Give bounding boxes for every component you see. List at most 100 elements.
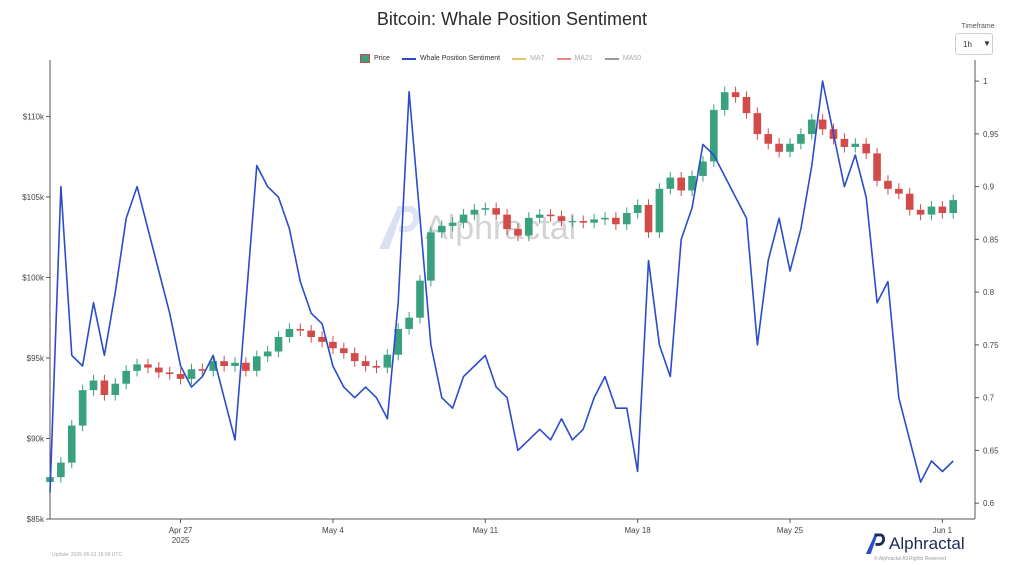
- price-candle: [144, 364, 152, 368]
- legend-item-ma7[interactable]: MA7: [512, 55, 545, 62]
- right-tick-label: 0.8: [983, 288, 995, 297]
- brand-name: Alphractal: [889, 534, 965, 553]
- price-candle: [242, 362, 250, 371]
- right-tick-label: 0.85: [983, 235, 999, 244]
- price-candle: [633, 204, 642, 213]
- price-candle: [448, 222, 457, 226]
- price-candle: [557, 216, 566, 222]
- update-timestamp: Update: 2025-06-01 15:00 UTC: [52, 552, 123, 558]
- legend-item-whale-sentiment[interactable]: Whale Position Sentiment: [401, 55, 501, 62]
- price-candle: [873, 153, 881, 181]
- x-tick-label: May 25: [777, 526, 804, 535]
- price-candle: [720, 92, 729, 110]
- price-candle: [437, 225, 446, 233]
- right-tick-label: 0.65: [983, 446, 999, 455]
- left-tick-label: $95k: [27, 354, 45, 363]
- legend-label: Whale Position Sentiment: [419, 55, 501, 62]
- price-candle: [916, 209, 925, 215]
- price-candle: [231, 362, 239, 366]
- legend-item-ma50[interactable]: MA50: [604, 55, 641, 62]
- price-candle: [775, 143, 783, 152]
- alphractal-logo-icon: [379, 206, 419, 249]
- legend-item-ma21[interactable]: MA21: [556, 55, 593, 62]
- price-candle: [405, 317, 413, 329]
- price-candle: [731, 92, 740, 98]
- left-tick-label: $110k: [23, 112, 45, 121]
- price-candle: [296, 328, 305, 331]
- right-tick-label: 0.7: [983, 394, 995, 403]
- price-candle: [350, 353, 359, 362]
- price-candle: [78, 390, 87, 426]
- price-candle: [383, 354, 392, 368]
- price-candle: [57, 462, 65, 478]
- right-tick-label: 0.9: [983, 183, 995, 192]
- x-tick-label: May 11: [472, 526, 498, 535]
- price-candle: [807, 119, 816, 135]
- chart-legend: Price Whale Position Sentiment MA7 MA21 …: [360, 54, 641, 63]
- price-candle: [187, 369, 196, 379]
- price-candle: [198, 369, 207, 371]
- tick-labels: $85k $90k $95k $100k $105k $110k 0.6 0.65 0.7 0.7…: [22, 77, 999, 545]
- line-swatch-icon: [604, 57, 619, 60]
- left-tick-label: $105k: [22, 193, 45, 202]
- price-candle: [677, 177, 685, 191]
- price-candle: [579, 221, 588, 223]
- price-candle: [394, 328, 403, 355]
- price-candle: [67, 425, 76, 463]
- sentiment-line: [49, 80, 954, 493]
- legend-label: MA21: [574, 55, 593, 62]
- left-tick-label: $85k: [27, 515, 45, 524]
- price-candle: [851, 143, 860, 147]
- x-tick-label: May 4: [322, 526, 344, 535]
- price-candle: [818, 119, 827, 130]
- price-candle: [590, 219, 598, 223]
- right-tick-label: 0.75: [983, 341, 999, 350]
- chevron-down-icon: ▼: [983, 39, 991, 48]
- right-tick-label: 0.95: [983, 130, 999, 139]
- line-swatch-icon: [556, 57, 571, 60]
- price-candle: [481, 208, 490, 210]
- axes: [46, 60, 979, 523]
- x-tick-sublabel: 2025: [172, 536, 190, 545]
- line-swatch-icon: [512, 57, 527, 60]
- timeframe-select[interactable]: 1h ▼: [955, 33, 993, 55]
- left-tick-label: $100k: [22, 273, 45, 282]
- price-candle: [133, 364, 141, 371]
- price-candle: [601, 217, 609, 220]
- price-candle: [797, 134, 805, 144]
- price-candle: [263, 351, 272, 357]
- price-candle: [89, 380, 98, 391]
- price-candle: [535, 214, 544, 218]
- alphractal-logo-icon: [865, 533, 886, 555]
- price-candle: [329, 341, 337, 349]
- price-candle: [209, 361, 218, 371]
- price-candle: [688, 175, 696, 191]
- price-candle: [416, 280, 424, 318]
- x-tick-label: May 18: [625, 526, 652, 535]
- price-candle: [285, 328, 294, 338]
- legend-label: MA7: [530, 55, 545, 62]
- price-candle: [492, 208, 500, 215]
- price-candle: [949, 200, 958, 213]
- price-candle: [252, 356, 261, 371]
- price-candle: [938, 206, 947, 213]
- price-candle: [862, 143, 870, 154]
- price-candle: [525, 217, 533, 236]
- price-candle: [666, 177, 675, 189]
- timeframe-value: 1h: [963, 40, 972, 49]
- price-candle: [546, 214, 555, 217]
- price-candle: [568, 221, 577, 223]
- legend-label: Price: [374, 55, 390, 62]
- price-candle: [764, 134, 773, 144]
- legend-item-price[interactable]: Price: [360, 54, 390, 63]
- price-candle: [165, 372, 174, 375]
- price-candle: [155, 367, 163, 373]
- left-tick-label: $90k: [27, 434, 45, 443]
- candle-icon: [360, 54, 370, 63]
- price-candle: [840, 138, 849, 147]
- price-candle: [927, 206, 936, 215]
- price-candle: [644, 204, 653, 233]
- price-series: [46, 86, 958, 488]
- price-candle: [307, 330, 315, 338]
- price-candle: [459, 214, 468, 223]
